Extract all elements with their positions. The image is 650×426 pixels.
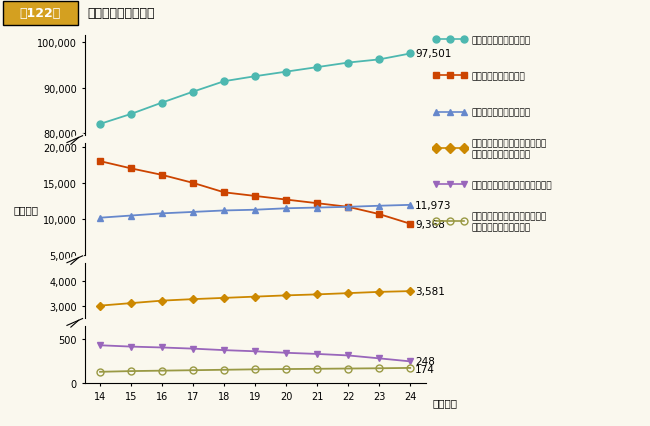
Text: し尿処理施設処理人口: し尿処理施設処理人口 xyxy=(471,72,525,81)
Text: コミュニティ・プラント処理人口: コミュニティ・プラント処理人口 xyxy=(471,181,552,190)
Text: （年度）: （年度） xyxy=(432,397,457,408)
Text: 9,368: 9,368 xyxy=(415,219,445,229)
Text: 11,973: 11,973 xyxy=(415,200,451,210)
Text: 農業集落排水施設現在排水人口
（うち汚水に係るもの）: 農業集落排水施設現在排水人口 （うち汚水に係るもの） xyxy=(471,139,547,159)
Text: 97,501: 97,501 xyxy=(415,49,451,59)
Text: 下水処理人口の推移: 下水処理人口の推移 xyxy=(88,7,155,20)
Text: 248: 248 xyxy=(415,356,435,366)
Text: 漁業集落排水施設現在排水人口
（うち汚水に係るもの）: 漁業集落排水施設現在排水人口 （うち汚水に係るもの） xyxy=(471,211,547,232)
Text: 合併処理浄化槽処理人口: 合併処理浄化槽処理人口 xyxy=(471,108,530,118)
Text: （千人）: （千人） xyxy=(14,205,38,215)
Text: 第122図: 第122図 xyxy=(20,7,61,20)
Text: 公共下水道現在排水人口: 公共下水道現在排水人口 xyxy=(471,36,530,45)
FancyBboxPatch shape xyxy=(3,2,78,26)
Text: 3,581: 3,581 xyxy=(415,286,445,296)
Text: 174: 174 xyxy=(415,364,435,374)
